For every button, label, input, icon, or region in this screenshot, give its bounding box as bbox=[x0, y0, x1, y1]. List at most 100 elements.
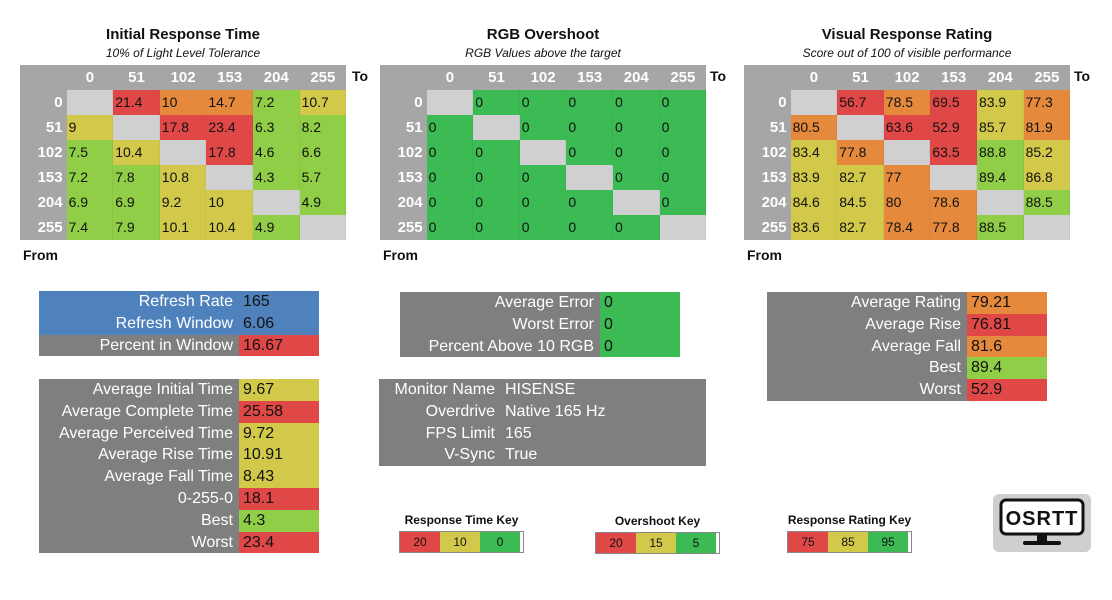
heatmap-cell: 4.6 bbox=[252, 140, 300, 165]
heatmap-cell: 0 bbox=[426, 140, 474, 165]
stat-label: Worst Error bbox=[400, 313, 600, 336]
heatmap-cell: 77.8 bbox=[930, 215, 977, 240]
stat-value: 81.6 bbox=[967, 335, 1047, 358]
stat-row: Average Fall Time 8.43 bbox=[39, 466, 319, 488]
column-header: 255 bbox=[659, 65, 707, 90]
stat-label: 0-255-0 bbox=[39, 487, 239, 510]
heatmap-cell: 7.4 bbox=[66, 215, 114, 240]
heatmap-cell-empty bbox=[930, 165, 977, 190]
heatmap-cell: 6.9 bbox=[66, 190, 114, 215]
heatmap-cell: 69.5 bbox=[930, 90, 977, 115]
heatmap-cell-empty bbox=[566, 165, 613, 190]
stat-label: Overdrive bbox=[379, 400, 501, 423]
heatmap-cell: 17.8 bbox=[206, 140, 253, 165]
row-header: 102 bbox=[380, 140, 427, 165]
time-stats-table: Average Initial Time 9.67 Average Complete… bbox=[39, 379, 319, 554]
stat-label: Average Error bbox=[400, 292, 600, 314]
stat-row: Average Fall 81.6 bbox=[767, 335, 1047, 358]
key-swatch: 0 bbox=[480, 532, 520, 552]
heatmap-cell: 9.2 bbox=[159, 190, 207, 215]
heatmap-cell-empty bbox=[299, 215, 347, 240]
chart-subtitle-rgb-overshoot: RGB Values above the target bbox=[465, 46, 621, 60]
stat-label: V-Sync bbox=[379, 444, 501, 467]
heatmap-cell: 4.3 bbox=[252, 165, 300, 190]
stat-value: 9.67 bbox=[239, 379, 319, 401]
heatmap-cell: 63.5 bbox=[930, 140, 977, 165]
stat-row: FPS Limit 165 bbox=[379, 422, 706, 445]
row-header: 0 bbox=[380, 90, 427, 115]
column-header: 204 bbox=[612, 65, 660, 90]
stat-value: True bbox=[501, 444, 706, 467]
heatmap-cell: 4.9 bbox=[299, 190, 347, 215]
stat-label: Best bbox=[39, 509, 239, 532]
heatmap-cell: 0 bbox=[566, 140, 613, 165]
stat-row: Average Perceived Time 9.72 bbox=[39, 422, 319, 445]
stat-row: Worst Error 0 bbox=[400, 313, 680, 336]
heatmap-cell: 17.8 bbox=[159, 115, 207, 140]
stat-value: HISENSE bbox=[501, 379, 706, 401]
column-header: 0 bbox=[66, 65, 114, 90]
stat-value: 18.1 bbox=[239, 487, 319, 510]
heatmap-cell: 0 bbox=[566, 115, 613, 140]
heatmap-cell: 10.1 bbox=[159, 215, 207, 240]
overshoot-stats-table: Average Error 0 Worst Error 0 Percent Above … bbox=[400, 292, 680, 358]
column-header: 51 bbox=[837, 65, 884, 90]
heatmap-cell: 7.8 bbox=[113, 165, 160, 190]
heatmap-cell-empty bbox=[519, 140, 567, 165]
heatmap-cell: 0 bbox=[519, 165, 567, 190]
row-header: 51 bbox=[380, 115, 427, 140]
heatmap-cell: 6.3 bbox=[252, 115, 300, 140]
row-header: 255 bbox=[20, 215, 67, 240]
key-title: Response Rating Key bbox=[787, 513, 912, 527]
heatmap-cell: 0 bbox=[659, 140, 707, 165]
heatmap-cell: 0 bbox=[473, 190, 520, 215]
key-title: Overshoot Key bbox=[614, 514, 701, 528]
column-header: 51 bbox=[113, 65, 160, 90]
heatmap-cell: 0 bbox=[473, 90, 520, 115]
stat-label: Best bbox=[767, 357, 967, 380]
grid-corner bbox=[380, 65, 427, 90]
heatmap-cell: 0 bbox=[519, 115, 567, 140]
heatmap-cell: 0 bbox=[612, 115, 660, 140]
heatmap-cell: 6.6 bbox=[299, 140, 347, 165]
heatmap-cell: 0 bbox=[473, 165, 520, 190]
heatmap-cell: 83.4 bbox=[790, 140, 838, 165]
column-header: 204 bbox=[252, 65, 300, 90]
heatmap-cell: 83.9 bbox=[976, 90, 1024, 115]
column-header: 102 bbox=[519, 65, 567, 90]
heatmap-cell: 81.9 bbox=[1023, 115, 1071, 140]
row-header: 204 bbox=[20, 190, 67, 215]
stat-row: Best 89.4 bbox=[767, 357, 1047, 380]
heatmap-cell: 86.8 bbox=[1023, 165, 1071, 190]
heatmap-cell: 0 bbox=[473, 140, 520, 165]
heatmap-cell: 78.6 bbox=[930, 190, 977, 215]
heatmap-cell: 77.3 bbox=[1023, 90, 1071, 115]
axis-from-label: From bbox=[747, 247, 782, 263]
heatmap-cell: 0 bbox=[426, 165, 474, 190]
heatmap-cell: 4.9 bbox=[252, 215, 300, 240]
stat-row: Monitor Name HISENSE bbox=[379, 379, 706, 401]
stat-row: Average Rise Time 10.91 bbox=[39, 444, 319, 467]
monitor-info-table: Monitor Name HISENSE Overdrive Native 165 H… bbox=[379, 379, 706, 467]
refresh-stats-table: Refresh Rate 165 Refresh Window 6.06 Percent… bbox=[39, 291, 319, 357]
stat-value: 4.3 bbox=[239, 509, 319, 532]
axis-from-label: From bbox=[23, 247, 58, 263]
column-header: 153 bbox=[206, 65, 253, 90]
heatmap-cell: 0 bbox=[659, 115, 707, 140]
heatmap-cell: 8.2 bbox=[299, 115, 347, 140]
stat-value: 165 bbox=[501, 422, 706, 445]
stat-value: 52.9 bbox=[967, 379, 1047, 401]
heatmap-cell: 80.5 bbox=[790, 115, 838, 140]
heatmap-cell: 56.7 bbox=[837, 90, 884, 115]
row-header: 102 bbox=[20, 140, 67, 165]
column-header: 153 bbox=[930, 65, 977, 90]
stat-row: Refresh Rate 165 bbox=[39, 291, 319, 313]
monitor-icon: OSRTT bbox=[999, 498, 1085, 545]
stat-label: Average Fall bbox=[767, 335, 967, 358]
stat-label: Average Initial Time bbox=[39, 379, 239, 401]
heatmap-cell: 88.5 bbox=[976, 215, 1024, 240]
heatmap-cell: 0 bbox=[612, 90, 660, 115]
heatmap-cell: 52.9 bbox=[930, 115, 977, 140]
heatmap-cell: 83.9 bbox=[790, 165, 838, 190]
heatmap-cell: 7.2 bbox=[252, 90, 300, 115]
